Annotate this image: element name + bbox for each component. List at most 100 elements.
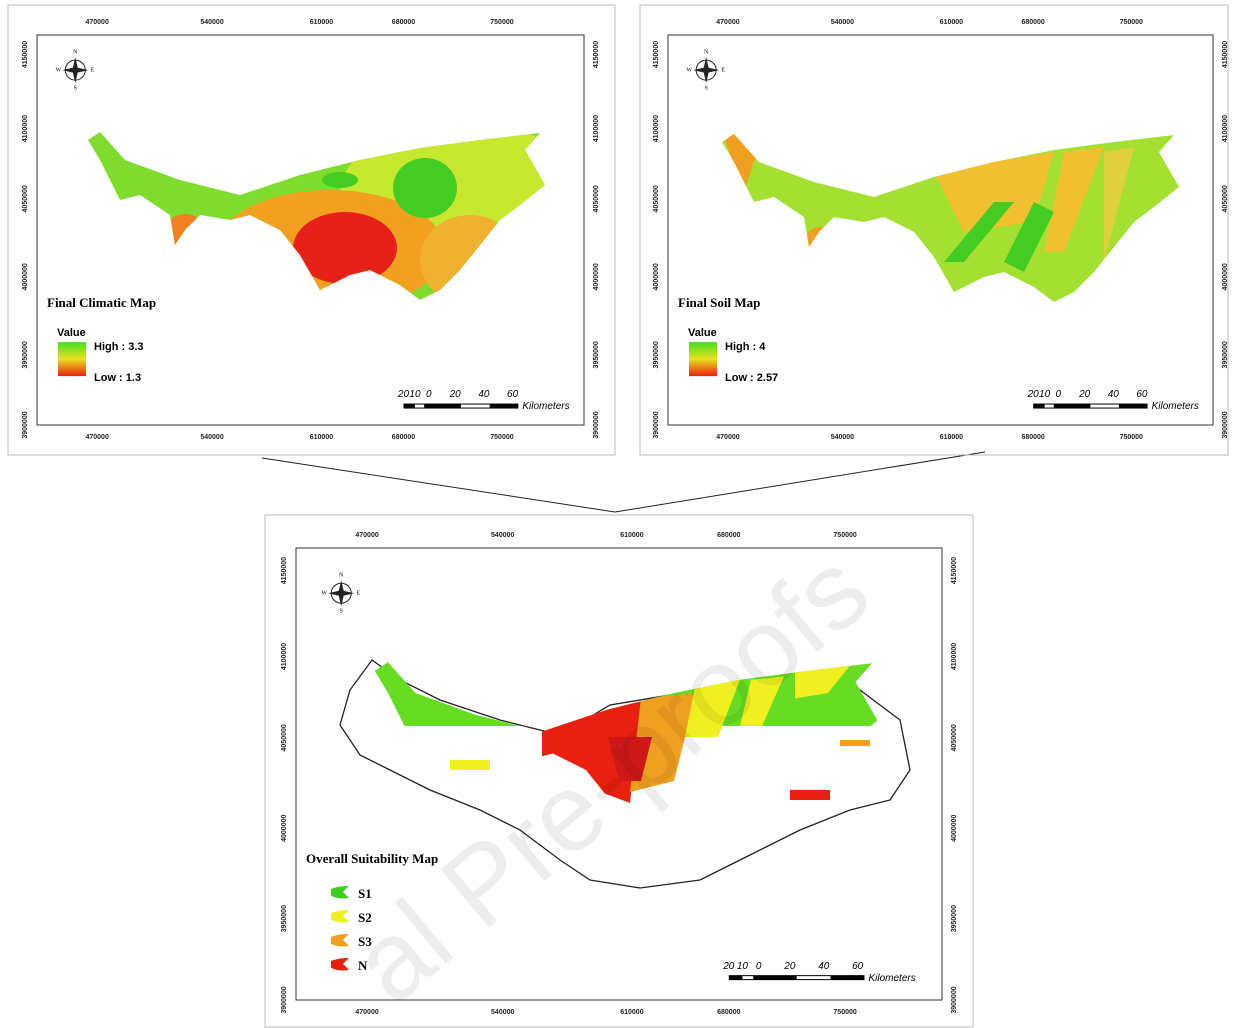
y-tick-label: 4100000: [22, 115, 29, 142]
compass-letter: E: [90, 67, 94, 73]
y-tick-label: 4100000: [951, 643, 958, 670]
x-tick-label: 680000: [717, 1009, 740, 1016]
x-tick-label: 750000: [1120, 434, 1143, 441]
x-tick-label: 610000: [620, 1009, 643, 1016]
scale-label: 60: [507, 389, 519, 400]
y-tick-label: 3950000: [281, 905, 288, 932]
figure: al Pre-proofs 47000047000054000054000061…: [0, 0, 1233, 1028]
y-tick-label: 4150000: [593, 41, 600, 68]
scale-label: 0: [756, 961, 762, 972]
x-tick-label: 750000: [833, 1009, 856, 1016]
scale-label: 20: [783, 961, 796, 972]
x-tick-label: 610000: [310, 434, 333, 441]
x-tick-label: 470000: [355, 532, 378, 539]
x-tick-label: 470000: [85, 434, 108, 441]
patch: [840, 740, 870, 746]
legend-label: S3: [358, 934, 372, 949]
x-tick-label: 540000: [831, 434, 854, 441]
y-tick-label: 4050000: [593, 185, 600, 212]
patch: [790, 790, 830, 800]
x-tick-label: 540000: [491, 1009, 514, 1016]
compass: [693, 67, 719, 73]
y-tick-label: 3900000: [593, 411, 600, 438]
x-tick-label: 540000: [831, 19, 854, 26]
scale-label: 20: [1027, 389, 1040, 400]
legend-ramp: [58, 342, 86, 376]
y-tick-label: 3950000: [593, 341, 600, 368]
scale-bar: [1090, 405, 1119, 408]
scale-label: 20: [1078, 389, 1091, 400]
y-tick-label: 4000000: [951, 815, 958, 842]
y-tick-label: 3950000: [22, 341, 29, 368]
y-tick-label: 4000000: [281, 815, 288, 842]
y-tick-label: 4150000: [281, 557, 288, 584]
x-tick-label: 610000: [940, 434, 963, 441]
y-tick-label: 4050000: [653, 185, 660, 212]
y-tick-label: 4150000: [22, 41, 29, 68]
map-title: Final Climatic Map: [47, 295, 156, 310]
x-tick-label: 470000: [355, 1009, 378, 1016]
x-tick-label: 540000: [200, 434, 223, 441]
x-tick-label: 610000: [940, 19, 963, 26]
legend-title: Value: [57, 327, 86, 339]
scale-label: 40: [1108, 389, 1120, 400]
scale-label: 10: [737, 961, 749, 972]
y-tick-label: 4100000: [1222, 115, 1229, 142]
y-tick-label: 3900000: [22, 411, 29, 438]
legend-high: High : 3.3: [94, 341, 144, 353]
y-tick-label: 3900000: [281, 986, 288, 1013]
y-tick-label: 4050000: [22, 185, 29, 212]
y-tick-label: 4000000: [653, 263, 660, 290]
y-tick-label: 3950000: [1222, 341, 1229, 368]
scale-unit: Kilometers: [1152, 401, 1199, 412]
compass-letter: N: [73, 49, 78, 55]
scale-label: 40: [478, 389, 490, 400]
x-tick-label: 540000: [491, 532, 514, 539]
scale-label: 10: [409, 389, 421, 400]
connector: [615, 452, 985, 512]
y-tick-label: 4000000: [22, 263, 29, 290]
climatic-surface: [88, 120, 580, 310]
scale-label: 40: [818, 961, 830, 972]
x-tick-label: 680000: [392, 434, 415, 441]
y-tick-label: 4100000: [653, 115, 660, 142]
y-tick-label: 4150000: [653, 41, 660, 68]
compass-letter: W: [321, 591, 327, 597]
compass-letter: W: [686, 67, 692, 73]
scale-bar: [461, 405, 490, 408]
x-tick-label: 750000: [833, 532, 856, 539]
legend-label: S2: [358, 910, 372, 925]
y-tick-label: 3950000: [951, 905, 958, 932]
compass-letter: N: [339, 573, 344, 579]
x-tick-label: 680000: [1021, 434, 1044, 441]
compass-letter: S: [704, 85, 707, 91]
patch: [450, 760, 490, 770]
scale-bar: [1045, 405, 1054, 408]
compass-letter: E: [356, 591, 360, 597]
compass-letter: W: [55, 67, 61, 73]
x-tick-label: 610000: [620, 532, 643, 539]
scale-bar: [742, 976, 753, 979]
legend-low: Low : 2.57: [725, 372, 778, 384]
y-tick-label: 4050000: [1222, 185, 1229, 212]
y-tick-label: 3950000: [653, 341, 660, 368]
x-tick-label: 540000: [200, 19, 223, 26]
y-tick-label: 3900000: [653, 411, 660, 438]
x-tick-label: 750000: [490, 434, 513, 441]
scale-label: 60: [852, 961, 864, 972]
connector: [262, 458, 615, 512]
y-tick-label: 4050000: [281, 724, 288, 751]
x-tick-label: 680000: [717, 532, 740, 539]
legend-title: Value: [688, 327, 717, 339]
legend-high: High : 4: [725, 341, 766, 353]
legend-ramp: [689, 342, 717, 376]
legend-swatch: [331, 886, 349, 899]
legend-label: S1: [358, 886, 372, 901]
x-tick-label: 680000: [392, 19, 415, 26]
map-title: Final Soil Map: [678, 295, 760, 310]
compass: [62, 67, 88, 73]
x-tick-label: 680000: [1021, 19, 1044, 26]
x-tick-label: 750000: [1120, 19, 1143, 26]
scale-unit: Kilometers: [522, 401, 569, 412]
y-tick-label: 4150000: [1222, 41, 1229, 68]
